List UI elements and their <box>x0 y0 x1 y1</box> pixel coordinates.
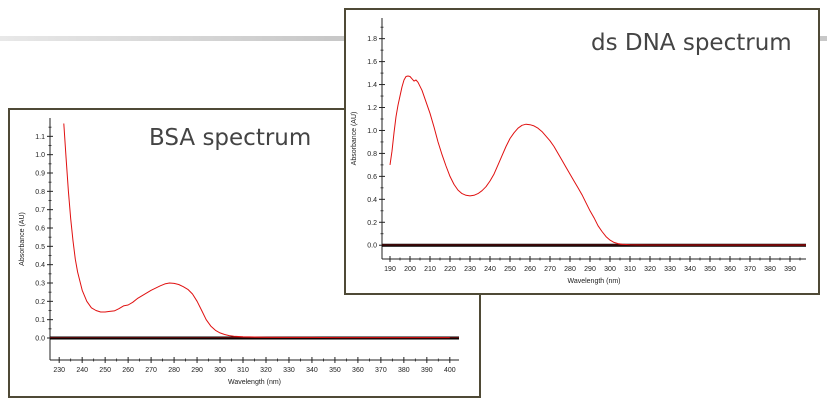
dna-x-tick-label: 250 <box>504 266 516 273</box>
dna-x-tick-label: 390 <box>784 266 796 273</box>
bsa-x-tick-label: 290 <box>191 367 203 374</box>
dna-y-tick-label: 1.2 <box>367 105 377 112</box>
dna-spectrum-panel: 0.0 0.2 0.4 0.6 0.8 1.0 1.2 1.4 1.6 1.8 190 200 210 2… <box>344 8 820 295</box>
bsa-chart-title: BSA spectrum <box>149 125 312 151</box>
dna-x-axis-title: Wavelength (nm) <box>567 278 620 285</box>
bsa-x-tick-label: 330 <box>283 367 295 374</box>
bsa-x-tick-label: 250 <box>99 367 111 374</box>
bsa-y-tick-label: 0.5 <box>35 244 45 251</box>
dna-x-tick-label: 200 <box>404 266 416 273</box>
bsa-x-tick-label: 370 <box>375 367 387 374</box>
bsa-y-tick-label: 0.1 <box>35 317 45 324</box>
bsa-x-tick-label: 280 <box>168 367 180 374</box>
bsa-x-tick-label: 350 <box>329 367 341 374</box>
bsa-y-tick-label: 1.0 <box>35 152 45 159</box>
dna-y-tick-label: 0.6 <box>367 174 377 181</box>
dna-x-tick-label: 380 <box>764 266 776 273</box>
dna-x-tick-label: 280 <box>564 266 576 273</box>
dna-x-tick-label: 210 <box>424 266 436 273</box>
bsa-y-tick-label: 0.3 <box>35 281 45 288</box>
bsa-x-tick-label: 260 <box>122 367 134 374</box>
dna-y-tick-label: 1.0 <box>367 128 377 135</box>
bsa-y-tick-label: 0.2 <box>35 299 45 306</box>
dna-x-tick-label: 260 <box>524 266 536 273</box>
dna-y-tick-label: 0.8 <box>367 151 377 158</box>
dna-x-tick-label: 300 <box>604 266 616 273</box>
dna-y-tick-label: 0.0 <box>367 243 377 250</box>
bsa-x-tick-label: 320 <box>260 367 272 374</box>
bsa-x-tick-label: 390 <box>421 367 433 374</box>
dna-x-tick-label: 290 <box>584 266 596 273</box>
bsa-absorbance-line <box>63 123 450 339</box>
bsa-y-tick-label: 0.0 <box>35 336 45 343</box>
dna-y-axis-title: Absorbance (AU) <box>351 112 358 166</box>
dna-x-tick-label: 220 <box>444 266 456 273</box>
dna-x-tick-label: 360 <box>724 266 736 273</box>
dna-y-tick-label: 1.4 <box>367 82 377 89</box>
dna-chart-title: ds DNA spectrum <box>591 30 792 56</box>
dna-x-tick-label: 310 <box>624 266 636 273</box>
bsa-y-tick-label: 0.9 <box>35 171 45 178</box>
dna-x-tick-label: 370 <box>744 266 756 273</box>
dna-x-tick-label: 350 <box>704 266 716 273</box>
dna-y-tick-label: 1.8 <box>367 36 377 43</box>
dna-y-tick-label: 0.4 <box>367 197 377 204</box>
dna-x-tick-label: 240 <box>484 266 496 273</box>
dna-x-tick-label: 330 <box>664 266 676 273</box>
bsa-y-axis-title: Absorbance (AU) <box>19 212 26 266</box>
bsa-chart: 0.0 0.1 0.2 0.3 0.4 0.5 0.6 0.7 0.8 0.9 1.0 1.1 230 2… <box>19 118 459 386</box>
bsa-x-tick-label: 340 <box>306 367 318 374</box>
dna-absorbance-line <box>389 75 806 246</box>
dna-x-tick-label: 340 <box>684 266 696 273</box>
bsa-y-tick-label: 0.6 <box>35 226 45 233</box>
bsa-y-tick-label: 1.1 <box>35 134 45 141</box>
dna-x-tick-label: 190 <box>384 266 396 273</box>
dna-x-tick-label: 270 <box>544 266 556 273</box>
bsa-x-tick-label: 270 <box>145 367 157 374</box>
bsa-x-tick-label: 300 <box>214 367 226 374</box>
bsa-x-tick-label: 360 <box>352 367 364 374</box>
bsa-y-tick-label: 0.7 <box>35 207 45 214</box>
bsa-x-tick-label: 400 <box>444 367 456 374</box>
dna-x-tick-label: 230 <box>464 266 476 273</box>
bsa-x-axis-title: Wavelength (nm) <box>228 379 281 386</box>
bsa-y-tick-label: 0.8 <box>35 189 45 196</box>
dna-y-tick-label: 1.6 <box>367 59 377 66</box>
bsa-x-tick-label: 230 <box>53 367 65 374</box>
dna-y-tick-label: 0.2 <box>367 220 377 227</box>
bsa-x-tick-label: 310 <box>237 367 249 374</box>
bsa-x-tick-label: 380 <box>398 367 410 374</box>
dna-x-tick-label: 320 <box>644 266 656 273</box>
dna-chart: 0.0 0.2 0.4 0.6 0.8 1.0 1.2 1.4 1.6 1.8 190 200 210 2… <box>351 18 806 285</box>
bsa-x-tick-label: 240 <box>76 367 88 374</box>
bsa-y-tick-label: 0.4 <box>35 262 45 269</box>
